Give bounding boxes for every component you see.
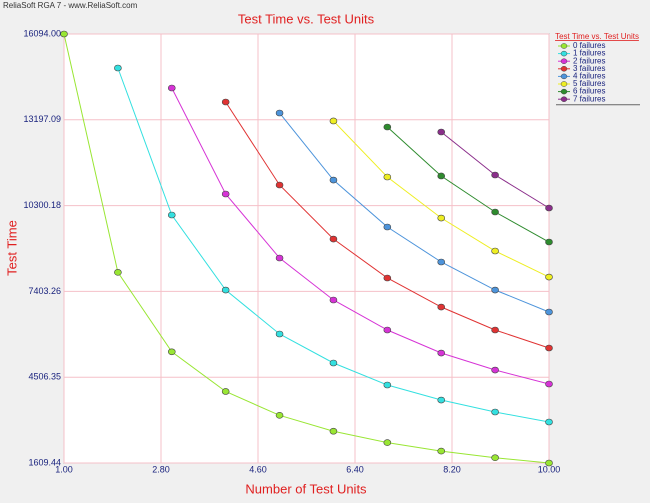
point [437, 214, 446, 222]
point [545, 308, 553, 316]
series-line [171, 87, 550, 385]
y-tick-label: 13197.09 [23, 114, 61, 124]
point [383, 123, 392, 131]
point [167, 348, 176, 356]
point [167, 84, 176, 92]
x-tick-label: 8.20 [443, 464, 461, 474]
point [275, 254, 284, 262]
header: ReliaSoft RGA 7 - www.ReliaSoft.com [3, 1, 138, 10]
point [437, 128, 446, 136]
point [437, 258, 446, 266]
point [114, 64, 122, 72]
legend-title: Test Time vs. Test Units [555, 32, 639, 41]
point [383, 381, 392, 389]
point [221, 190, 230, 198]
legend-label: 1 failures [573, 49, 605, 58]
y-tick-label: 7403.26 [28, 286, 61, 296]
point [383, 326, 392, 334]
point [275, 181, 284, 189]
x-tick-label: 10.00 [538, 464, 561, 474]
legend-swatch [560, 58, 568, 64]
y-tick-label: 16094.00 [23, 28, 61, 38]
point [275, 330, 284, 338]
series-line [386, 126, 550, 243]
point [437, 172, 446, 180]
point [383, 173, 392, 181]
x-axis-label: Number of Test Units [245, 481, 367, 496]
point [491, 247, 499, 255]
point [60, 30, 68, 38]
point [383, 223, 392, 231]
point [329, 117, 338, 125]
y-tick-label: 1609.44 [28, 457, 61, 467]
point [491, 326, 499, 334]
legend-label: 3 failures [573, 64, 605, 73]
point [221, 98, 230, 106]
grid [63, 33, 550, 464]
series-line [63, 33, 550, 464]
y-tick-label: 4506.35 [28, 372, 61, 382]
legend-label: 5 failures [573, 79, 605, 88]
point [491, 208, 499, 216]
point [221, 388, 230, 395]
point [275, 109, 284, 117]
legend-label: 6 failures [573, 87, 605, 96]
point [491, 408, 499, 416]
point [329, 296, 338, 304]
point [167, 211, 176, 219]
point [275, 412, 284, 419]
point [383, 274, 392, 282]
point [545, 204, 553, 212]
x-tick-label: 2.80 [152, 464, 170, 474]
point [545, 459, 553, 467]
legend-swatch [560, 43, 568, 49]
plot-area [63, 33, 550, 464]
legend-label: 0 failures [573, 41, 605, 50]
point [437, 447, 446, 455]
legend-swatch [560, 66, 568, 72]
legend-swatch [560, 96, 568, 102]
point [437, 349, 446, 357]
point [545, 418, 553, 426]
point [221, 286, 230, 294]
point [329, 427, 338, 435]
lines [60, 30, 553, 467]
x-tick-label: 1.00 [55, 464, 73, 474]
legend-swatch [560, 50, 568, 57]
y-tick-label: 10300.18 [23, 200, 61, 210]
point [491, 171, 499, 179]
legend-label: 2 failures [573, 56, 605, 65]
legend-label: 7 failures [573, 94, 605, 103]
point [545, 238, 553, 246]
point [545, 380, 553, 388]
legend-label: 4 failures [573, 72, 605, 81]
x-tick-label: 4.60 [249, 464, 267, 474]
point [329, 235, 338, 243]
legend-swatch [560, 88, 568, 95]
point [491, 286, 499, 294]
series-line [279, 112, 550, 313]
x-tick-label: 6.40 [346, 464, 364, 474]
point [545, 344, 553, 352]
point [383, 439, 392, 446]
point [114, 269, 122, 276]
point [491, 366, 499, 374]
point [491, 454, 499, 462]
legend-swatch [560, 73, 568, 80]
y-axis-label: Test Time [4, 220, 19, 276]
point [329, 359, 338, 367]
point [437, 303, 446, 311]
point [329, 176, 338, 184]
point [437, 396, 446, 404]
chart-title: Test Time vs. Test Units [238, 11, 375, 26]
point [545, 273, 553, 281]
legend-swatch [560, 81, 568, 87]
